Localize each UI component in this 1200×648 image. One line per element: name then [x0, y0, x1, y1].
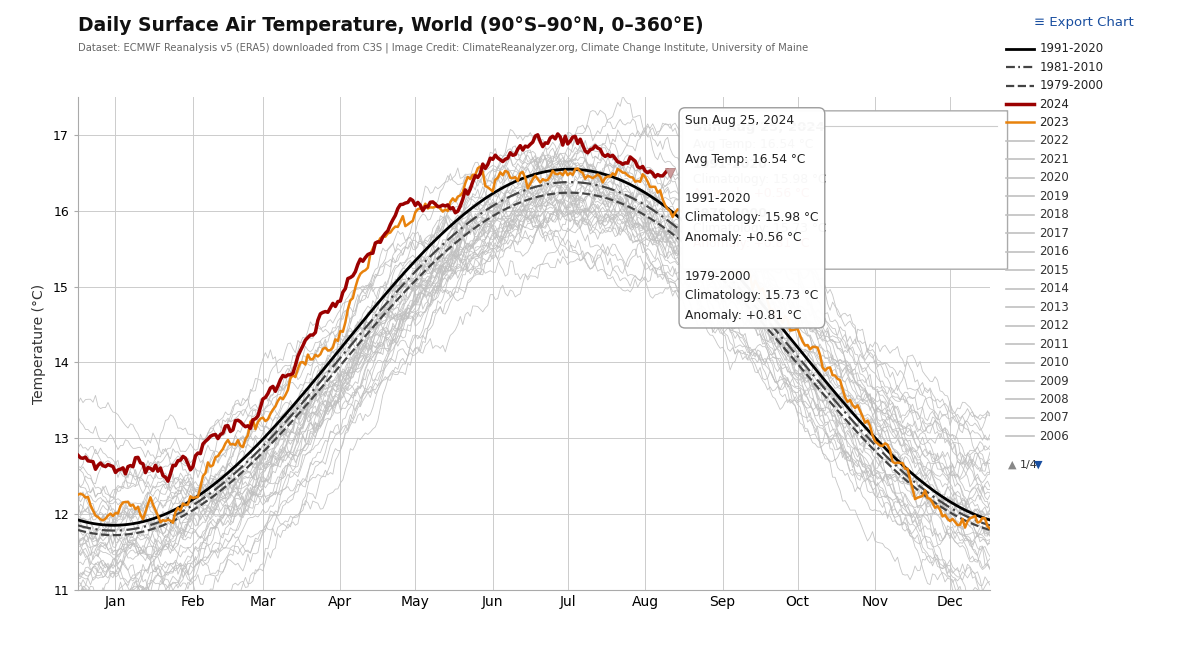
Text: Climatology: 15.73 °C: Climatology: 15.73 °C: [692, 222, 826, 235]
Text: 2013: 2013: [1039, 301, 1069, 314]
Text: 2009: 2009: [1039, 375, 1069, 388]
Text: 1981-2010: 1981-2010: [1039, 60, 1103, 74]
Text: 2021: 2021: [1039, 153, 1069, 166]
Text: ▲: ▲: [1008, 460, 1016, 470]
Text: Climatology: 15.98 °C: Climatology: 15.98 °C: [692, 173, 826, 186]
FancyBboxPatch shape: [683, 111, 1008, 269]
Text: 2014: 2014: [1039, 282, 1069, 295]
Text: 1991-2020: 1991-2020: [1039, 42, 1103, 55]
Y-axis label: Temperature (°C): Temperature (°C): [32, 283, 46, 404]
Text: ≡ Export Chart: ≡ Export Chart: [1034, 16, 1134, 29]
Text: Sun Aug 25, 2024: Sun Aug 25, 2024: [692, 121, 824, 134]
Text: Sun Aug 25, 2024

Avg Temp: 16.54 °C

1991-2020
Climatology: 15.98 °C
Anomaly: +: Sun Aug 25, 2024 Avg Temp: 16.54 °C 1991…: [685, 114, 818, 322]
Text: Anomaly: +0.81 °C: Anomaly: +0.81 °C: [692, 237, 809, 249]
Text: 2010: 2010: [1039, 356, 1069, 369]
Text: 2022: 2022: [1039, 134, 1069, 148]
Text: 2015: 2015: [1039, 264, 1069, 277]
Text: 2024: 2024: [1039, 97, 1069, 111]
Text: Avg Temp: 16.54 °C: Avg Temp: 16.54 °C: [692, 138, 814, 151]
Text: 2023: 2023: [1039, 116, 1069, 129]
Text: 2006: 2006: [1039, 430, 1069, 443]
Text: Anomaly: +0.56 °C: Anomaly: +0.56 °C: [692, 187, 809, 200]
Text: 2008: 2008: [1039, 393, 1069, 406]
Text: 2017: 2017: [1039, 227, 1069, 240]
Text: Daily Surface Air Temperature, World (90°S–90°N, 0–360°E): Daily Surface Air Temperature, World (90…: [78, 16, 703, 35]
Text: 2016: 2016: [1039, 245, 1069, 259]
Text: 1979-2000: 1979-2000: [1039, 79, 1103, 92]
Text: 1/4: 1/4: [1020, 460, 1038, 470]
Text: ▼: ▼: [1034, 460, 1043, 470]
Text: 2007: 2007: [1039, 411, 1069, 424]
Text: 2012: 2012: [1039, 319, 1069, 332]
Text: 2020: 2020: [1039, 171, 1069, 185]
Text: Dataset: ECMWF Reanalysis v5 (ERA5) downloaded from C3S | Image Credit: ClimateR: Dataset: ECMWF Reanalysis v5 (ERA5) down…: [78, 42, 809, 52]
Text: 2011: 2011: [1039, 338, 1069, 351]
Text: 1979-2000: 1979-2000: [692, 207, 768, 220]
Text: 2019: 2019: [1039, 190, 1069, 203]
Text: 1991-2020: 1991-2020: [692, 158, 768, 171]
Text: 2018: 2018: [1039, 208, 1069, 222]
